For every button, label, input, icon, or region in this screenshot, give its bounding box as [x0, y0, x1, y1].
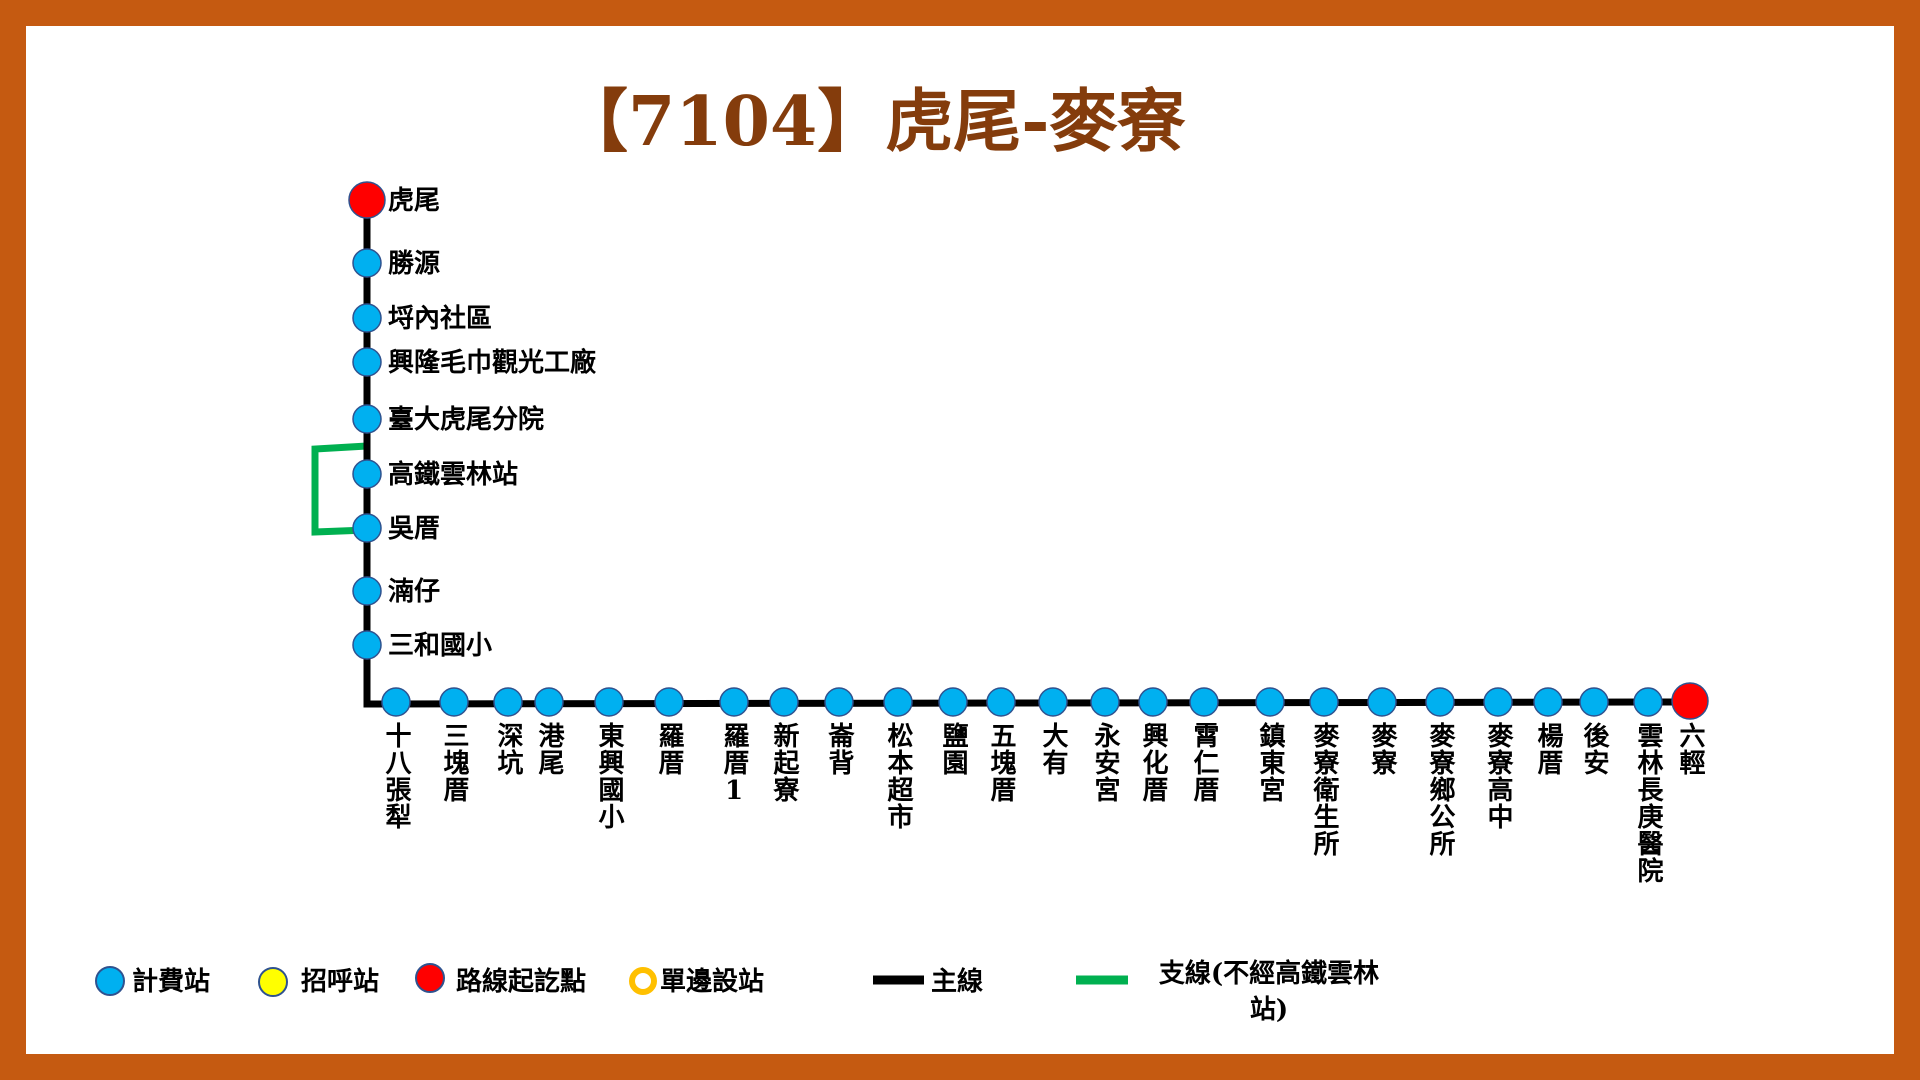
stop-label: 新起寮	[769, 722, 799, 803]
stop-label: 大有	[1038, 722, 1068, 776]
stop-label: 五塊厝	[986, 722, 1016, 803]
stop-label: 臺大虎尾分院	[388, 405, 545, 435]
horizontal-stop-marker	[1533, 687, 1563, 717]
vertical-stop-marker	[352, 630, 382, 660]
horizontal-stop-marker	[493, 687, 523, 717]
vertical-stop-marker	[348, 181, 386, 219]
horizontal-stop-marker	[1255, 687, 1285, 717]
stop-label: 麥寮高中	[1483, 722, 1513, 830]
horizontal-stop-marker	[1483, 687, 1513, 717]
vertical-stop-marker	[352, 303, 382, 333]
horizontal-stop-marker	[1189, 687, 1219, 717]
horizontal-stop-marker	[769, 687, 799, 717]
horizontal-stop-marker	[719, 687, 749, 717]
stop-label: 興隆毛巾觀光工廠	[388, 348, 597, 378]
legend-flag-stop-label: 招呼站	[301, 967, 380, 997]
stop-label: 高鐵雲林站	[388, 460, 519, 490]
legend-fare-stop-label: 計費站	[132, 967, 211, 997]
horizontal-stop-marker	[1671, 682, 1709, 720]
stop-label: 後安	[1579, 722, 1609, 776]
horizontal-stop-marker	[938, 687, 968, 717]
vertical-stop-marker	[352, 404, 382, 434]
legend-terminal-label: 路線起訖點	[456, 967, 587, 997]
main-line	[363, 200, 1689, 708]
stop-label: 崙背	[824, 722, 854, 776]
horizontal-stop-marker	[1309, 687, 1339, 717]
legend-fare-stop-symbol	[95, 966, 125, 996]
stop-label: 吳厝	[388, 514, 441, 544]
horizontal-stop-marker	[824, 687, 854, 717]
stop-label: 深坑	[493, 722, 523, 776]
horizontal-stop-marker	[381, 687, 411, 717]
stop-label: 興化厝	[1138, 722, 1168, 803]
horizontal-stop-marker	[986, 687, 1016, 717]
route-title: 【7104】虎尾-麥寮	[560, 82, 1186, 162]
stop-label: 羅厝	[654, 722, 684, 776]
vertical-stop-marker	[352, 347, 382, 377]
stop-label: 永安宮	[1090, 722, 1120, 803]
horizontal-stop-marker	[1425, 687, 1455, 717]
legend-one-side-stop-symbol	[629, 967, 657, 995]
stop-label: 港尾	[534, 722, 564, 776]
stop-label: 湳仔	[388, 577, 441, 607]
horizontal-stop-marker	[1579, 687, 1609, 717]
horizontal-stop-marker	[534, 687, 564, 717]
stops-layer	[348, 181, 1709, 720]
legend-flag-stop-symbol	[258, 967, 288, 997]
legend-main-line-label: 主線	[931, 967, 984, 997]
stop-label: 松本超市	[883, 722, 913, 830]
branch-line	[311, 442, 368, 536]
vertical-stop-marker	[352, 576, 382, 606]
stop-label: 埒內社區	[388, 304, 493, 334]
stop-label: 雲林長庚醫院	[1633, 722, 1663, 884]
horizontal-stop-marker	[883, 687, 913, 717]
stop-label: 三和國小	[388, 631, 493, 661]
horizontal-stop-marker	[654, 687, 684, 717]
vertical-stop-marker	[352, 459, 382, 489]
horizontal-stop-marker	[1038, 687, 1068, 717]
legend-one-side-stop-label: 單邊設站	[660, 967, 765, 997]
stop-label: 麥寮衛生所	[1309, 722, 1339, 857]
vertical-stop-marker	[352, 513, 382, 543]
stop-label: 東興國小	[594, 722, 624, 830]
horizontal-stop-marker	[1633, 687, 1663, 717]
stop-label: 三塊厝	[439, 722, 469, 803]
horizontal-stop-marker	[439, 687, 469, 717]
stop-label: 麥寮鄉公所	[1425, 722, 1455, 857]
horizontal-stop-marker	[1367, 687, 1397, 717]
stop-label: 羅厝1	[719, 722, 749, 807]
horizontal-stop-marker	[1090, 687, 1120, 717]
legend-branch-line-label: 支線(不經高鐵雲林站)	[1158, 959, 1380, 1025]
stop-label: 霄仁厝	[1189, 722, 1219, 803]
diagram-canvas	[26, 26, 1894, 1054]
stop-label: 虎尾	[388, 186, 441, 216]
stop-label: 十八張犁	[381, 722, 411, 830]
stop-label: 勝源	[388, 249, 441, 279]
stop-label: 麥寮	[1367, 722, 1397, 776]
vertical-stop-marker	[352, 248, 382, 278]
stop-label: 鹽園	[938, 722, 968, 776]
legend-terminal-symbol	[415, 963, 445, 993]
horizontal-stop-marker	[1138, 687, 1168, 717]
stop-label: 鎮東宮	[1255, 722, 1285, 803]
horizontal-stop-marker	[594, 687, 624, 717]
stop-label: 楊厝	[1533, 722, 1563, 776]
stop-label: 六輕	[1675, 722, 1705, 776]
